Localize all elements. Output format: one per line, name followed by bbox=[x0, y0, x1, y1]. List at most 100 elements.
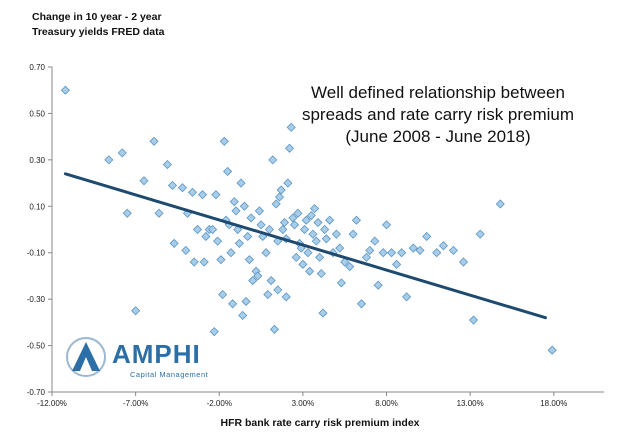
data-point bbox=[131, 306, 141, 316]
data-points bbox=[60, 85, 557, 355]
data-point bbox=[238, 310, 248, 320]
data-point bbox=[298, 259, 308, 269]
data-point bbox=[278, 224, 288, 235]
data-point bbox=[310, 204, 320, 214]
data-point bbox=[211, 190, 221, 200]
data-point bbox=[169, 238, 179, 248]
data-point bbox=[381, 220, 392, 230]
data-point bbox=[254, 206, 264, 216]
y-tick-label: 0.50 bbox=[29, 109, 45, 118]
data-point bbox=[139, 176, 149, 186]
data-point bbox=[495, 199, 505, 209]
y-tick-label: -0.70 bbox=[27, 388, 46, 397]
data-point bbox=[218, 289, 228, 300]
logo-mark-icon bbox=[66, 337, 106, 377]
data-point bbox=[402, 292, 412, 302]
data-point bbox=[244, 255, 254, 265]
chart-annotation: Well defined relationship between spread… bbox=[288, 82, 588, 148]
data-point bbox=[361, 252, 372, 262]
data-point bbox=[308, 229, 318, 239]
data-point bbox=[336, 278, 346, 288]
data-point bbox=[422, 231, 432, 242]
logo-subtitle: Capital Management bbox=[130, 370, 209, 379]
data-point bbox=[122, 208, 132, 218]
data-point bbox=[229, 197, 239, 207]
data-point bbox=[201, 231, 211, 242]
y-tick-labels: 0.70 0.50 0.30 0.10 -0.10 -0.30 -0.50 -0.70 bbox=[27, 63, 52, 397]
data-point bbox=[187, 187, 198, 197]
y-tick-label: -0.10 bbox=[27, 249, 46, 258]
data-point bbox=[231, 206, 241, 216]
data-point bbox=[213, 236, 223, 246]
y-tick-label: 0.10 bbox=[29, 202, 45, 211]
data-point bbox=[289, 220, 300, 230]
data-point bbox=[256, 220, 266, 230]
x-tick-label: 18.00% bbox=[540, 399, 567, 408]
data-point bbox=[373, 280, 383, 290]
data-point bbox=[223, 166, 233, 177]
data-point bbox=[313, 217, 323, 228]
data-point bbox=[219, 136, 229, 146]
x-tick-label: -7.00% bbox=[123, 399, 148, 408]
data-point bbox=[340, 257, 350, 267]
data-point bbox=[162, 159, 172, 170]
data-point bbox=[281, 292, 291, 302]
data-point bbox=[236, 178, 246, 188]
data-point bbox=[239, 201, 249, 211]
data-point bbox=[208, 224, 218, 235]
data-point bbox=[305, 266, 315, 276]
y-tick-label: 0.30 bbox=[29, 156, 45, 165]
data-point bbox=[60, 85, 70, 95]
x-tick-label: 13.00% bbox=[457, 399, 484, 408]
data-point bbox=[301, 215, 311, 225]
y-axis-title: Change in 10 year - 2 year Treasury yiel… bbox=[32, 10, 164, 40]
data-point bbox=[189, 257, 199, 267]
data-point bbox=[315, 252, 325, 262]
data-point bbox=[117, 148, 127, 158]
data-point bbox=[288, 213, 298, 223]
data-point bbox=[266, 276, 276, 286]
data-point bbox=[351, 215, 362, 225]
data-point bbox=[253, 271, 263, 281]
data-point bbox=[320, 224, 330, 235]
data-point bbox=[283, 178, 293, 188]
data-point bbox=[386, 248, 397, 258]
data-point bbox=[408, 243, 418, 253]
data-point bbox=[246, 213, 256, 223]
trend-line bbox=[63, 172, 547, 320]
data-point bbox=[264, 224, 275, 235]
data-point bbox=[325, 215, 335, 225]
company-logo: AMPHI Capital Management bbox=[64, 335, 214, 383]
data-point bbox=[199, 257, 209, 267]
data-point bbox=[365, 245, 375, 255]
data-point bbox=[356, 299, 367, 309]
data-point bbox=[311, 236, 321, 246]
y-axis-title-line-2: Treasury yields FRED data bbox=[32, 26, 165, 38]
data-point bbox=[331, 229, 341, 239]
data-point bbox=[415, 245, 425, 255]
annotation-line-1: Well defined relationship between bbox=[311, 83, 565, 102]
data-point bbox=[274, 192, 285, 202]
x-axis-title: HFR bank rate carry risk premium index bbox=[220, 417, 420, 429]
x-tick-label: 8.00% bbox=[375, 399, 398, 408]
data-point bbox=[345, 262, 355, 272]
data-point bbox=[291, 252, 301, 262]
data-point bbox=[177, 183, 188, 193]
data-point bbox=[370, 236, 380, 246]
data-point bbox=[271, 199, 281, 209]
x-tick-label: -12.00% bbox=[37, 399, 67, 408]
data-point bbox=[261, 248, 271, 258]
data-point bbox=[269, 324, 280, 334]
data-point bbox=[316, 269, 326, 279]
data-point bbox=[104, 155, 114, 165]
data-point bbox=[154, 208, 164, 218]
y-axis-title-line-1: Change in 10 year - 2 year bbox=[32, 11, 162, 23]
data-point bbox=[216, 255, 226, 265]
data-point bbox=[167, 180, 178, 190]
logo-name: AMPHI bbox=[112, 339, 201, 369]
data-point bbox=[303, 248, 313, 258]
data-point bbox=[226, 248, 236, 258]
data-point bbox=[392, 259, 402, 269]
